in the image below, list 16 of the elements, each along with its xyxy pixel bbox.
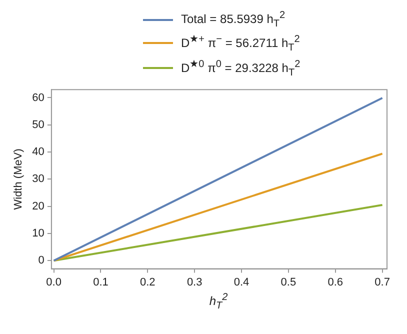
y-axis-title: Width (MeV) xyxy=(12,148,25,210)
x-tick-label: 0.2 xyxy=(140,276,156,288)
y-tick-label: 40 xyxy=(32,146,44,158)
y-tick-label: 30 xyxy=(32,173,44,186)
y-tick-label: 50 xyxy=(32,118,44,131)
x-tick-label: 0.5 xyxy=(280,276,296,288)
y-tick-label: 10 xyxy=(32,228,44,240)
y-tick-label: 60 xyxy=(32,92,44,104)
x-tick-label: 0.3 xyxy=(186,276,202,288)
x-tick-label: 0.1 xyxy=(93,276,108,288)
x-tick-label: 0.0 xyxy=(46,276,62,288)
y-tick-label: 0 xyxy=(38,254,44,267)
x-tick-label: 0.4 xyxy=(234,276,250,288)
y-tick-label: 20 xyxy=(32,200,44,212)
x-tick-label: 0.7 xyxy=(374,276,390,288)
x-tick-label: 0.6 xyxy=(328,276,344,288)
